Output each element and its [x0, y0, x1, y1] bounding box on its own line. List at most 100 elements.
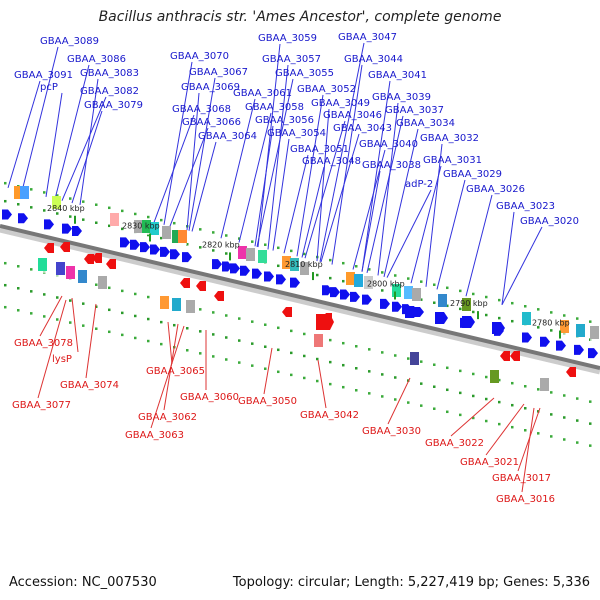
track-dot — [82, 302, 85, 305]
track-dot — [342, 279, 345, 283]
track-dot — [17, 265, 20, 268]
track-dot — [30, 188, 33, 191]
feature-glyph — [560, 320, 569, 333]
forward-label-connector — [61, 96, 107, 201]
forward-gene-label: GBAA_3079 — [84, 100, 143, 111]
forward-gene-label: GBAA_3046 — [323, 110, 382, 121]
forward-gene-arrow — [556, 340, 566, 351]
feature-glyph-highlight — [66, 279, 75, 281]
track-dot — [589, 320, 592, 323]
forward-label-connector — [7, 80, 41, 189]
feature-glyph — [314, 334, 323, 347]
reverse-gene-label: GBAA_3078 — [14, 338, 73, 349]
forward-gene-label: GBAA_3061 — [233, 88, 292, 99]
track-dot — [459, 413, 462, 417]
track-dot — [381, 351, 384, 354]
feature-glyph — [590, 326, 599, 339]
forward-label-connector — [501, 211, 515, 305]
track-dot — [4, 181, 7, 185]
track-dot — [472, 310, 475, 314]
forward-gene-arrow — [290, 277, 300, 288]
forward-gene-arrow — [222, 261, 232, 272]
forward-gene-arrow — [230, 263, 240, 274]
track-dot — [459, 289, 462, 293]
track-dot — [238, 317, 241, 320]
forward-label-connector — [304, 120, 346, 259]
track-dot — [394, 354, 397, 357]
feature-glyph-highlight — [142, 233, 151, 235]
feature-glyph-highlight — [490, 383, 499, 385]
track-dot — [108, 206, 111, 210]
reverse-label-connector — [450, 397, 495, 437]
track-dot — [212, 311, 215, 314]
kbp-tick-label: 2830 kbp — [122, 222, 160, 231]
forward-label-connector — [410, 165, 442, 284]
track-dot — [433, 283, 436, 286]
kbp-tick-label: 2840 kbp — [47, 204, 85, 213]
track-dot — [524, 305, 527, 308]
label-connectors — [7, 42, 543, 493]
feature-glyph — [52, 196, 61, 209]
track-dot — [524, 429, 527, 432]
track-dot — [355, 265, 358, 268]
track-dot — [511, 301, 514, 305]
reverse-gene-label: GBAA_3060 — [180, 392, 239, 403]
reverse-gene-arrow — [92, 253, 102, 263]
forward-gene-label: GBAA_3054 — [267, 128, 326, 139]
feature-glyph-highlight — [172, 311, 181, 313]
forward-label-connector — [54, 64, 90, 200]
track-dot — [173, 221, 176, 225]
track-dot — [472, 394, 475, 398]
forward-gene-label: GBAA_3057 — [262, 54, 321, 65]
forward-gene-arrow — [72, 226, 82, 237]
track-dot — [498, 378, 501, 382]
feature-glyph-highlight — [354, 287, 363, 289]
feature-glyph — [346, 272, 355, 285]
track-dot — [56, 194, 59, 197]
track-dot — [511, 319, 514, 323]
forward-gene-label: GBAA_3037 — [385, 105, 444, 116]
track-dot — [277, 246, 280, 250]
forward-label-connector — [386, 189, 432, 278]
kbp-tick-label: 2800 kbp — [367, 279, 405, 288]
track-dot — [368, 348, 371, 351]
feature-glyph-highlight — [110, 226, 119, 228]
forward-label-connector — [352, 149, 386, 270]
reverse-gene-label: GBAA_3050 — [238, 396, 297, 407]
track-dot — [576, 397, 579, 400]
forward-gene-arrow — [414, 306, 424, 317]
track-dot — [56, 296, 59, 299]
track-dot — [134, 212, 137, 216]
reverse-label-connector — [263, 347, 273, 395]
track-dot — [550, 329, 553, 332]
track-dot — [485, 375, 488, 379]
track-dot — [446, 366, 449, 370]
track-dot — [251, 364, 254, 367]
track-dot — [160, 320, 163, 324]
forward-gene-arrow — [350, 291, 360, 302]
forward-label-connector — [320, 133, 360, 263]
track-dot — [238, 237, 241, 240]
feature-glyph-highlight — [238, 259, 247, 261]
forward-gene-arrow — [392, 301, 402, 312]
track-dot — [511, 381, 514, 385]
forward-gene-label: GBAA_3041 — [368, 70, 427, 81]
track-dot — [225, 252, 228, 255]
track-dot — [498, 316, 501, 320]
forward-gene-label: GBAA_3023 — [496, 201, 555, 212]
forward-gene-label: GBAA_3070 — [170, 51, 229, 62]
track-dot — [472, 416, 475, 420]
track-dot — [550, 311, 553, 314]
track-dot — [563, 416, 566, 419]
track-dot — [485, 313, 488, 317]
forward-label-connector — [425, 143, 443, 287]
track-dot — [95, 327, 98, 330]
forward-gene-arrow — [264, 271, 274, 282]
map-title: Bacillus anthracis str. 'Ames Ancestor',… — [98, 9, 502, 25]
track-dot — [498, 400, 501, 404]
forward-gene-label: GBAA_3089 — [40, 36, 99, 47]
forward-gene-label: GBAA_3058 — [245, 102, 304, 113]
forward-gene-arrow — [362, 294, 372, 305]
track-dot — [4, 305, 7, 309]
track-dot — [303, 376, 306, 380]
